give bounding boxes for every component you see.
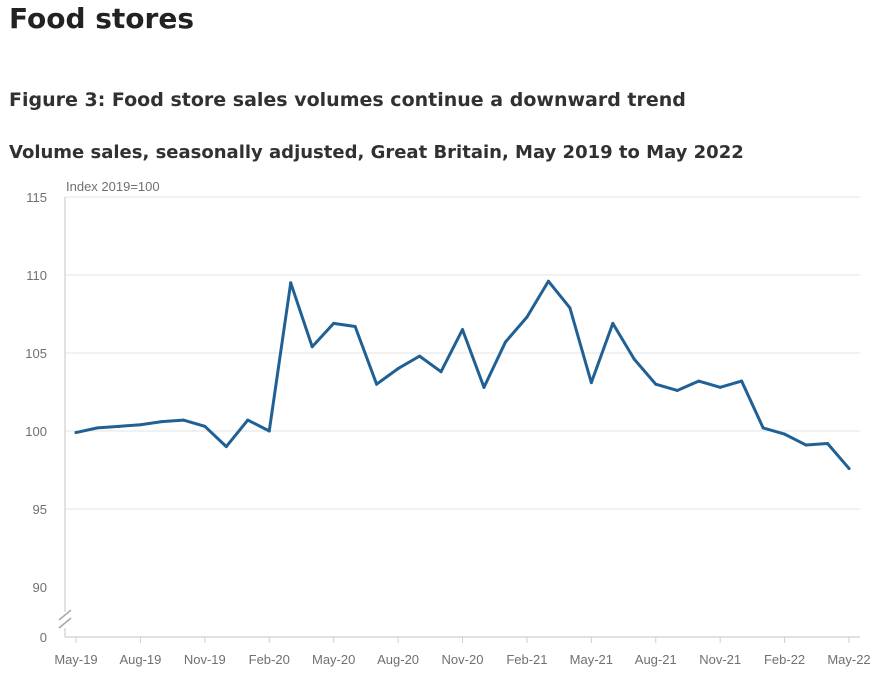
- data-point: [375, 382, 379, 386]
- page-heading: Food stores: [9, 2, 195, 35]
- figure-title: Figure 3: Food store sales volumes conti…: [9, 89, 686, 111]
- data-point: [847, 466, 851, 470]
- data-point: [439, 370, 443, 374]
- grid-lines: [65, 196, 860, 510]
- data-point: [160, 420, 164, 424]
- x-tick-label: May-20: [312, 652, 355, 667]
- data-point: [546, 279, 550, 283]
- data-point: [203, 424, 207, 428]
- figure-subtitle: Volume sales, seasonally adjusted, Great…: [9, 142, 744, 163]
- data-point: [718, 385, 722, 389]
- x-tick-label: Nov-19: [184, 652, 226, 667]
- x-tick-label: Feb-21: [506, 652, 547, 667]
- data-point: [697, 379, 701, 383]
- x-tick-label: Aug-19: [119, 652, 161, 667]
- axis-break-icon: [58, 609, 72, 629]
- data-point: [568, 306, 572, 310]
- data-point: [461, 328, 464, 332]
- axis-break-stroke: [58, 617, 72, 629]
- data-point: [418, 354, 422, 358]
- data-points: [74, 279, 851, 470]
- y-tick-label: 100: [25, 424, 47, 439]
- y-tick-labels: 90 95 100 105 110 115 0: [25, 190, 47, 645]
- x-tick-label: Feb-20: [249, 652, 290, 667]
- x-tick-label: May-22: [827, 652, 870, 667]
- data-point: [181, 418, 185, 422]
- data-point: [503, 340, 507, 344]
- data-point: [761, 426, 765, 430]
- data-point: [675, 388, 679, 392]
- data-point: [740, 379, 744, 383]
- data-point: [589, 381, 593, 385]
- data-point: [482, 385, 486, 389]
- data-point: [267, 429, 271, 433]
- data-point: [632, 357, 636, 361]
- data-point: [611, 321, 615, 325]
- x-tick-label: Aug-21: [635, 652, 677, 667]
- data-point: [224, 445, 228, 449]
- y-tick-label: 105: [25, 346, 47, 361]
- x-tick-label: Feb-22: [764, 652, 805, 667]
- axes: [58, 197, 860, 638]
- y-tick-label: 110: [26, 268, 47, 283]
- data-point: [289, 281, 293, 285]
- data-point: [353, 324, 357, 328]
- data-point: [95, 426, 99, 430]
- data-point: [332, 321, 336, 325]
- data-point: [804, 443, 808, 447]
- x-tick-label: Nov-21: [699, 652, 741, 667]
- x-tick-label: May-21: [570, 652, 613, 667]
- axis-break-stroke: [58, 609, 72, 621]
- data-point: [74, 431, 78, 435]
- data-point: [783, 432, 787, 436]
- data-point: [525, 315, 529, 319]
- data-point: [826, 441, 830, 445]
- series-line: [74, 279, 851, 470]
- x-tick-label: May-19: [54, 652, 97, 667]
- y-tick-label-origin: 0: [40, 630, 47, 645]
- data-point: [138, 423, 142, 427]
- data-point: [654, 382, 658, 386]
- data-point: [396, 367, 400, 371]
- y-tick-label: 95: [33, 502, 47, 517]
- data-point: [246, 418, 250, 422]
- x-tick-label: Aug-20: [377, 652, 419, 667]
- data-point: [117, 424, 121, 428]
- data-point: [310, 345, 314, 349]
- x-tick-labels: May-19 Aug-19 Nov-19 Feb-20 May-20 Aug-20 Nov-…: [54, 637, 871, 667]
- y-tick-label: 115: [26, 190, 47, 205]
- y-axis-unit-label: Index 2019=100: [66, 179, 160, 194]
- y-tick-label: 90: [33, 580, 47, 595]
- x-tick-label: Nov-20: [442, 652, 484, 667]
